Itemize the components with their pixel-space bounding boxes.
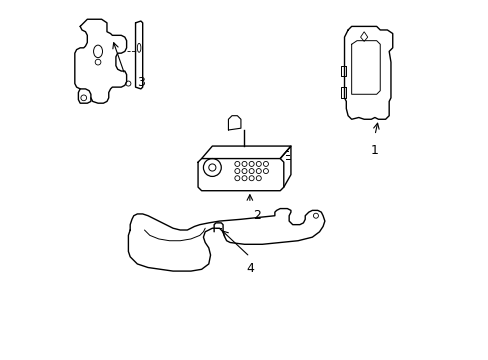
Text: 3: 3 (137, 76, 144, 89)
Text: 2: 2 (253, 208, 261, 221)
Text: 4: 4 (245, 262, 253, 275)
Text: 1: 1 (370, 144, 378, 157)
